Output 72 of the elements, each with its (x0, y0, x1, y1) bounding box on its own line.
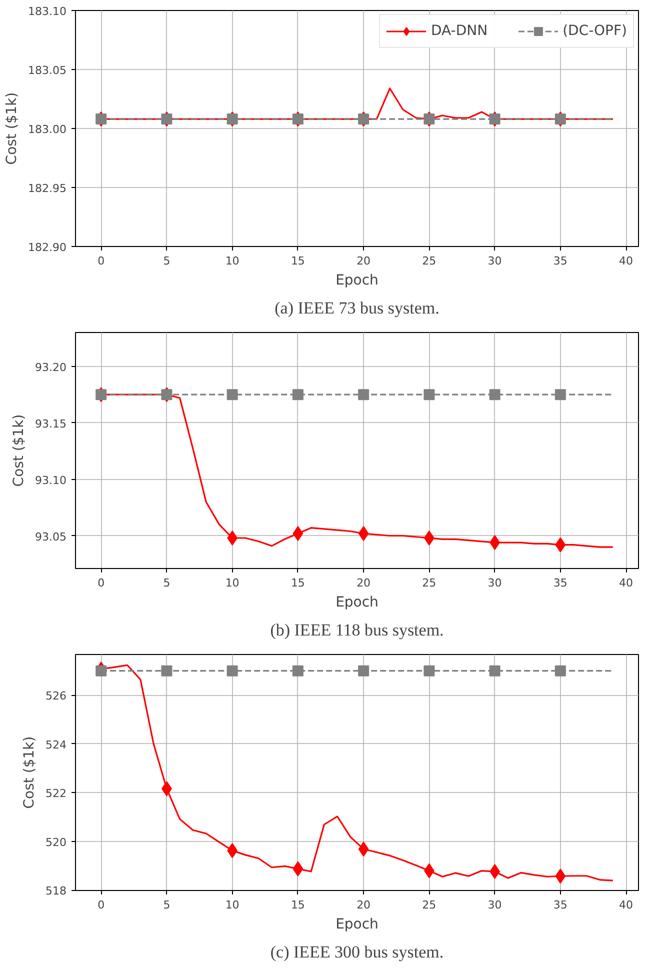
y-tick-label: 183.00 (28, 123, 67, 136)
x-tick-label: 35 (553, 576, 568, 590)
point (358, 842, 369, 857)
x-tick-label: 20 (356, 898, 371, 912)
y-tick-label: 524 (46, 738, 67, 752)
y-tick-label: 522 (46, 787, 67, 800)
x-tick-label: 10 (225, 576, 240, 590)
y-tick-label: 93.05 (35, 530, 67, 544)
text: (a) IEEE 73 bus system. (274, 298, 440, 318)
point (555, 537, 566, 552)
x-tick-label: 15 (290, 576, 305, 590)
point (358, 389, 370, 400)
text: (b) IEEE 118 bus system. (270, 620, 444, 640)
x-tick-label: 25 (422, 576, 436, 590)
y-tick-label: 93.10 (35, 474, 67, 487)
y-tick-label: 93.20 (35, 360, 67, 374)
x-tick-label: 25 (422, 898, 436, 912)
x-axis-title: Epoch (336, 916, 378, 932)
x-tick-label: 5 (163, 898, 170, 912)
point (292, 389, 304, 400)
point (226, 665, 238, 676)
y-tick-label: 520 (46, 836, 67, 849)
y-tick-label: 183.10 (28, 5, 67, 18)
x-tick-label: 30 (488, 898, 502, 912)
y-axis-title: Cost ($1k) (22, 736, 38, 809)
point (292, 526, 304, 541)
y-tick-label: 526 (46, 690, 67, 703)
x-tick-label: 30 (488, 254, 502, 268)
x-tick-label: 40 (619, 576, 634, 590)
point (226, 389, 238, 400)
y-tick-label: 518 (46, 884, 67, 898)
point (96, 665, 107, 676)
x-tick-label: 40 (619, 898, 634, 912)
x-tick-label: 10 (225, 254, 240, 268)
x-tick-label: 20 (356, 254, 371, 268)
point (489, 389, 500, 400)
y-axis-title: Cost ($1k) (11, 414, 28, 487)
point (292, 665, 304, 676)
point (554, 665, 566, 676)
point (358, 526, 369, 541)
point (555, 868, 566, 884)
x-tick-label: 35 (553, 898, 568, 912)
x-tick-label: 20 (356, 576, 371, 590)
x-tick-label: 30 (488, 576, 502, 590)
y-tick-label: 93.15 (35, 417, 67, 430)
legend-label: (DC-OPF) (562, 23, 627, 39)
x-tick-label: 25 (422, 254, 436, 268)
x-axis-title: Epoch (336, 272, 378, 288)
y-axis-title: Cost ($1k) (4, 92, 20, 165)
point (358, 665, 370, 676)
x-tick-label: 35 (553, 254, 568, 268)
x-tick-label: 0 (98, 254, 105, 268)
point (424, 389, 435, 400)
x-tick-label: 15 (290, 254, 305, 268)
x-axis-title: Epoch (336, 594, 378, 610)
x-tick-label: 5 (163, 254, 170, 268)
x-tick-label: 0 (98, 576, 105, 590)
point (424, 665, 435, 676)
y-tick-label: 182.90 (28, 241, 67, 254)
x-tick-label: 0 (98, 898, 105, 912)
text: (c) IEEE 300 bus system. (270, 942, 444, 962)
y-tick-label: 183.05 (28, 64, 67, 77)
x-tick-label: 15 (290, 898, 305, 912)
legend-label: DA-DNN (430, 23, 488, 39)
point (292, 861, 304, 876)
x-tick-label: 5 (163, 576, 170, 590)
point (161, 665, 172, 676)
y-tick-label: 182.95 (28, 182, 67, 195)
point (554, 389, 566, 400)
x-tick-label: 40 (619, 254, 634, 268)
point (489, 665, 500, 676)
x-tick-label: 10 (225, 898, 240, 912)
